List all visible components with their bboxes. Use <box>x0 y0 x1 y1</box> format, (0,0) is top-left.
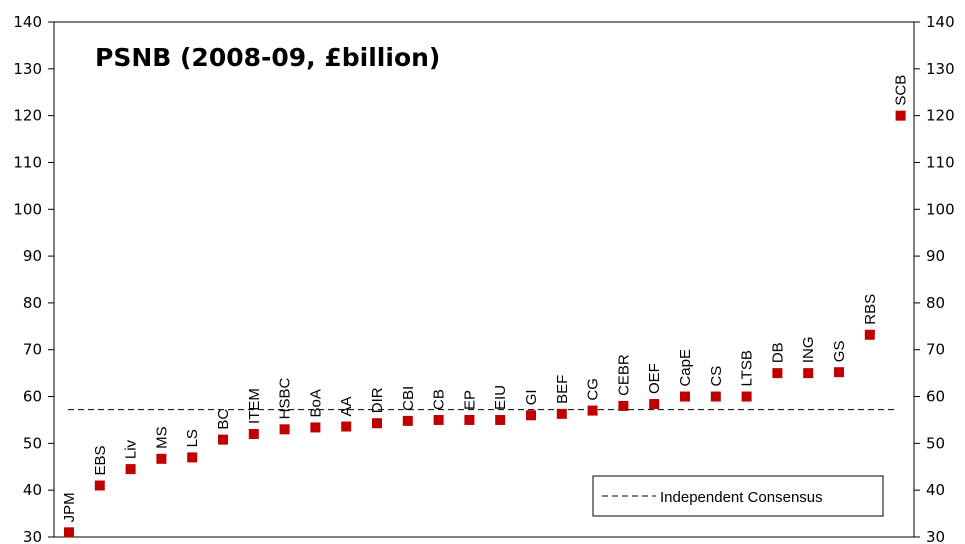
y-axis-left-ticks: 30 40 50 60 70 80 90 100 110 120 130 140 <box>13 13 54 544</box>
y-tick-label-left: 90 <box>23 247 42 265</box>
point-label-ls: LS <box>184 429 201 447</box>
legend-box <box>592 475 884 517</box>
y-tick-label-right: 130 <box>926 60 955 78</box>
data-point-ing <box>803 368 814 379</box>
point-label-hsbc: HSBC <box>277 377 294 419</box>
point-label-gi: GI <box>523 389 540 405</box>
point-label-ing: ING <box>800 336 817 363</box>
data-point-gi <box>526 410 536 421</box>
point-label-liv: Liv <box>123 439 140 459</box>
point-label-scb: SCB <box>893 75 910 106</box>
point-label-bef: BEF <box>554 375 571 404</box>
point-label-cb: CB <box>431 389 448 410</box>
y-tick-label-right: 40 <box>926 481 945 499</box>
data-point-cs <box>710 391 721 402</box>
data-point-ep <box>464 414 475 425</box>
y-tick-label-right: 30 <box>926 528 945 544</box>
data-points <box>64 110 906 538</box>
data-point-dir <box>372 418 382 429</box>
y-tick-label-right: 90 <box>926 247 945 265</box>
point-label-cbi: CBI <box>400 386 417 411</box>
point-label-ep: EP <box>461 390 478 410</box>
data-point-oef <box>649 399 660 410</box>
data-point-boa <box>310 422 321 433</box>
point-label-ltsb: LTSB <box>739 350 756 386</box>
data-point-labels: JPM EBS Liv MS LS BC ITEM HSBC BoA AA DIR CBI CB EP EI… <box>61 75 910 523</box>
y-tick-label-right: 80 <box>926 294 945 312</box>
y-tick-label-left: 40 <box>23 481 42 499</box>
data-point-liv <box>125 464 136 475</box>
y-tick-label-left: 50 <box>23 434 42 452</box>
point-label-eiu: EIU <box>492 385 509 410</box>
point-label-item: ITEM <box>246 388 263 424</box>
data-point-db <box>772 368 783 379</box>
y-tick-label-right: 50 <box>926 434 945 452</box>
point-label-dir: DIR <box>369 387 386 413</box>
data-point-bc <box>218 434 228 445</box>
point-label-ebs: EBS <box>92 445 109 475</box>
point-label-aa: AA <box>338 396 355 416</box>
data-point-cg <box>587 405 598 416</box>
y-tick-label-right: 120 <box>926 107 955 125</box>
point-label-db: DB <box>769 342 786 363</box>
point-label-cape: CapE <box>677 349 694 387</box>
data-point-rbs <box>864 329 875 340</box>
data-point-ebs <box>94 480 105 491</box>
y-axis-right-ticks: 30 40 50 60 70 80 90 100 110 120 130 140 <box>914 13 955 544</box>
data-point-cebr <box>618 400 629 411</box>
data-point-ltsb <box>741 391 752 402</box>
point-label-jpm: JPM <box>61 492 78 522</box>
data-point-ms <box>156 453 167 464</box>
point-label-bc: BC <box>215 409 232 430</box>
legend-label-consensus: Independent Consensus <box>660 489 823 506</box>
point-label-boa: BoA <box>307 389 324 417</box>
point-label-cebr: CEBR <box>615 354 632 396</box>
point-label-cs: CS <box>708 366 725 387</box>
data-point-gs <box>834 367 844 378</box>
y-tick-label-left: 130 <box>13 60 42 78</box>
data-point-ls <box>187 452 198 463</box>
point-label-oef: OEF <box>646 363 663 394</box>
y-tick-label-left: 60 <box>23 388 42 406</box>
point-label-ms: MS <box>153 426 170 449</box>
data-point-cbi <box>402 415 413 426</box>
point-label-cg: CG <box>585 378 602 401</box>
data-point-item <box>248 429 259 439</box>
y-tick-label-right: 110 <box>926 153 955 171</box>
y-tick-label-left: 30 <box>23 528 42 544</box>
data-point-scb <box>895 110 906 121</box>
y-tick-label-left: 140 <box>13 13 42 31</box>
data-point-aa <box>341 421 352 432</box>
axes <box>53 21 915 538</box>
y-tick-label-left: 110 <box>13 153 42 171</box>
point-label-rbs: RBS <box>862 294 879 325</box>
data-point-bef <box>556 408 567 419</box>
y-tick-label-left: 100 <box>13 200 42 218</box>
point-label-gs: GS <box>831 341 848 363</box>
legend: Independent Consensus <box>592 475 884 517</box>
data-point-cape <box>680 391 690 402</box>
data-point-cb <box>433 414 444 425</box>
data-point-eiu <box>495 414 506 425</box>
y-tick-label-right: 70 <box>926 341 945 359</box>
y-tick-label-right: 100 <box>926 200 955 218</box>
y-tick-label-right: 140 <box>926 13 955 31</box>
plot-area-frame <box>53 21 915 538</box>
y-tick-label-left: 120 <box>13 107 42 125</box>
y-tick-label-right: 60 <box>926 388 945 406</box>
data-point-jpm <box>64 527 74 538</box>
chart-title: PSNB (2008-09, £billion) <box>95 43 440 72</box>
data-point-hsbc <box>279 424 290 435</box>
y-tick-label-left: 80 <box>23 294 42 312</box>
y-tick-label-left: 70 <box>23 341 42 359</box>
